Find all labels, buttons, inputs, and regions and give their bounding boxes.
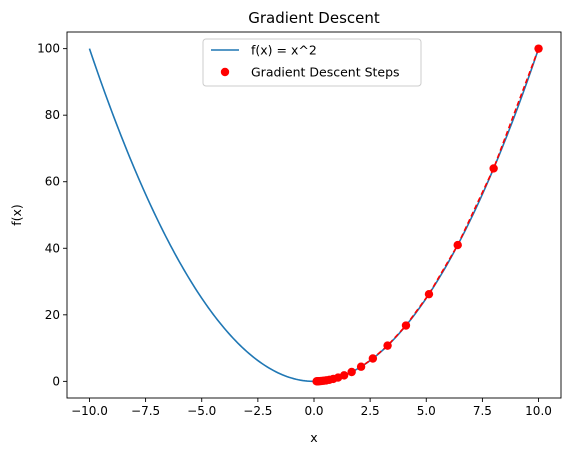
legend-label-steps: Gradient Descent Steps: [251, 65, 400, 80]
descent-step-point: [401, 321, 411, 330]
chart-title: Gradient Descent: [248, 9, 380, 27]
legend-marker-swatch: [220, 67, 230, 77]
x-tick-label: −10.0: [71, 404, 108, 418]
descent-step-point: [368, 354, 378, 363]
descent-step-point: [424, 289, 434, 299]
descent-step-point: [383, 341, 392, 350]
y-axis: 0 20 40 60 80 100: [37, 42, 67, 388]
y-tick-label: 40: [45, 241, 60, 255]
descent-path-line: [316, 48, 540, 383]
y-tick-label: 20: [45, 308, 60, 322]
legend: f(x) = x^2 Gradient Descent Steps: [202, 38, 422, 87]
x-tick-label: −7.5: [131, 404, 160, 418]
y-tick-label: 0: [52, 374, 60, 388]
legend-box: [202, 38, 422, 87]
y-tick-label: 80: [45, 108, 60, 122]
y-tick-label: 60: [45, 175, 60, 189]
legend-label-fx: f(x) = x^2: [251, 43, 317, 58]
x-tick-label: 7.5: [473, 404, 492, 418]
x-tick-label: 10.0: [525, 404, 552, 418]
x-tick-label: −5.0: [187, 404, 216, 418]
descent-step-point: [489, 164, 498, 173]
plot-area: [88, 44, 543, 386]
axes-frame: [66, 31, 562, 399]
x-axis-label: x: [310, 430, 317, 445]
x-tick-label: −2.5: [243, 404, 272, 418]
y-axis-label: f(x): [9, 204, 24, 226]
descent-step-point: [312, 377, 321, 386]
x-tick-label: 0.0: [304, 404, 323, 418]
descent-step-point: [453, 240, 462, 250]
descent-step-point: [356, 362, 366, 371]
x-tick-label: 2.5: [361, 404, 380, 418]
descent-step-point: [347, 367, 356, 377]
descent-step-point: [534, 44, 543, 53]
x-tick-label: 5.0: [417, 404, 436, 418]
x-axis: −10.0 −7.5 −5.0 −2.5 0.0 2.5 5.0 7.5 10.0: [71, 398, 552, 418]
y-tick-label: 100: [37, 42, 60, 56]
